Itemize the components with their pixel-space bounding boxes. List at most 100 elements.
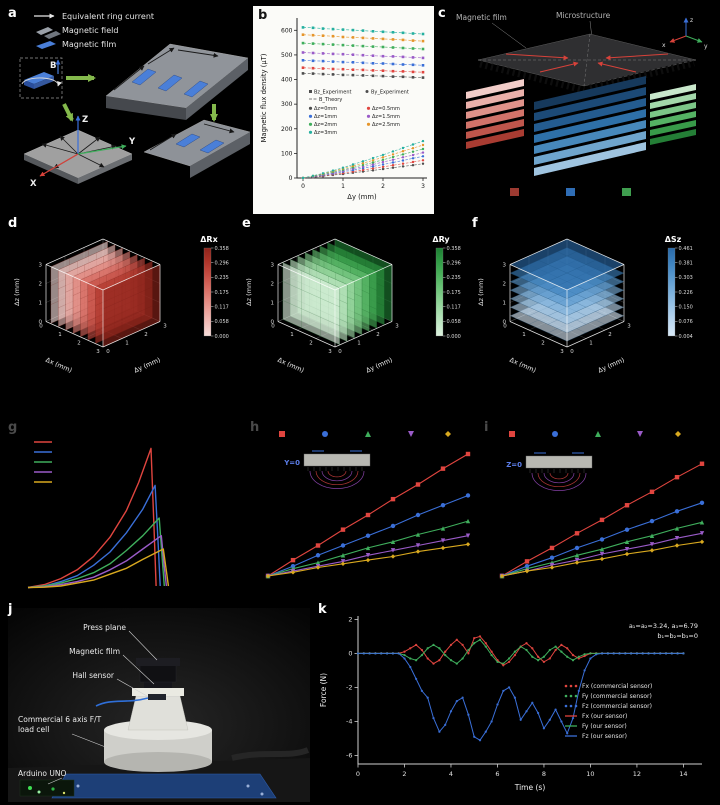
cable <box>231 747 310 761</box>
legend-swatch-red <box>510 188 519 196</box>
z-tick-label: 3 <box>503 263 507 269</box>
linear-series <box>265 451 471 579</box>
platform: Z Y X <box>23 115 136 189</box>
y-tick-label: 1 <box>357 341 361 347</box>
coordinate-axes-icon: z x y <box>662 17 708 50</box>
hall-sensor-chip <box>148 694 166 700</box>
x-tick-label: 3 <box>328 349 332 355</box>
colorbar-tick-label: 0.296 <box>215 260 229 266</box>
y-tick-label: 0 <box>289 175 293 182</box>
y-tick-label: -6 <box>346 752 352 760</box>
experiment-setup-photo: Press plane Magnetic film Hall sensor Co… <box>8 608 310 802</box>
y-tick-label: 2 <box>348 616 352 624</box>
panel-label-e: e <box>242 216 251 231</box>
y-tick-label: 3 <box>163 324 167 330</box>
legend-label: B_Theory <box>319 97 342 103</box>
axis-y-label: y <box>704 43 708 50</box>
force-time-chart: -6 -4 -2 0 2 0 2 4 6 8 10 12 14 Time (s) Force (N) Fx (… <box>319 616 702 792</box>
panel-label-h: h <box>250 420 260 435</box>
microneedle-comb <box>479 60 585 94</box>
x-tick-label: 8 <box>542 770 546 778</box>
x-axis-label: X <box>30 179 37 189</box>
x-tick-label: 3 <box>421 183 425 190</box>
y-tick-label: 200 <box>281 126 293 133</box>
y-tick-label: 0 <box>348 650 352 658</box>
panel-label-i: i <box>484 420 489 435</box>
y-axis-arrow <box>77 144 127 155</box>
press-plane <box>136 658 180 683</box>
panel-label-c: c <box>438 6 446 21</box>
legend-label: Δz=0.5mm <box>372 106 400 112</box>
y-tick-label: 1 <box>125 341 129 347</box>
x-tick-label: 14 <box>679 770 687 778</box>
field-lines-inset <box>303 450 371 489</box>
legend-ring-current-label: Equivalent ring current <box>62 12 154 21</box>
wedge-top <box>105 43 249 120</box>
x-axis-title: Δy (mm) <box>347 193 377 201</box>
x-axis-title: Time (s) <box>514 783 546 792</box>
film-leader-line <box>491 22 527 49</box>
x-axis-title: Δx (mm) <box>276 356 305 375</box>
wedge-bottom <box>143 119 251 178</box>
colorbar-tick-label: 0.226 <box>679 290 693 296</box>
panel-label-a: a <box>8 6 17 21</box>
magnetization-arrow <box>505 53 569 61</box>
data-slices <box>50 240 161 348</box>
legend-label: Fy (our sensor) <box>582 723 627 730</box>
y-tick-label: 600 <box>281 27 293 34</box>
arduino-board <box>19 779 75 797</box>
magnetization-arrow <box>605 53 669 61</box>
printed-mount <box>127 688 189 731</box>
force-curves <box>27 447 170 589</box>
annotation-line: b₁=b₂=b₃=0 <box>657 632 698 640</box>
magnetic-film-callout: Magnetic film <box>456 13 507 22</box>
colorbar-tick-label: 0.150 <box>679 304 693 310</box>
magnetic-film-label: Magnetic film <box>69 647 120 656</box>
colorbar-tick-label: 0.000 <box>447 334 461 340</box>
panel-c-structure: Magnetic film Microstructure z x y <box>456 11 708 196</box>
colorbar-tick-label: 0.235 <box>447 275 461 281</box>
colorbar-tick-label: 0.175 <box>447 290 461 296</box>
y-axis-title: Δy (mm) <box>133 356 162 375</box>
panel-label-f: f <box>472 216 478 231</box>
colorbar: ΔSz 0.461 0.381 0.303 0.226 0.150 0.076 0.004 <box>665 235 693 340</box>
legend-magnetic-field-label: Magnetic field <box>62 26 118 35</box>
axes: 0 100 200 300 400 500 600 0 1 2 3 Δy (mm) Magnetic f… <box>260 18 427 201</box>
colorbar-title: ΔRy <box>432 235 450 244</box>
legend-label: Fz (our sensor) <box>582 733 627 740</box>
legend-label: Δz=2.5mm <box>372 122 400 128</box>
magnetic-field-icon <box>36 27 61 39</box>
y-tick-label: 400 <box>281 77 293 84</box>
x-tick-label: 6 <box>495 770 499 778</box>
z-tick-label: 2 <box>271 282 275 288</box>
colorbar-tick-label: 0.461 <box>679 246 693 252</box>
colorbar: ΔRx 0.358 0.296 0.235 0.175 0.117 0.058 0.000 <box>200 235 229 340</box>
legend-label: Δz=1.5mm <box>372 114 400 120</box>
legend-label: Fz (commercial sensor) <box>582 703 652 710</box>
z-axis-title: Δz (mm) <box>245 278 253 306</box>
b-field-label: B <box>50 61 56 71</box>
inset-annotation: Y=0 <box>283 459 300 467</box>
axis-x-label: x <box>662 42 666 49</box>
panel-label-j: j <box>8 602 13 617</box>
x-tick-label: 12 <box>633 770 641 778</box>
magnetic-film-plate <box>477 33 697 94</box>
y-tick-label: 2 <box>376 332 380 338</box>
x-tick-label: 1 <box>58 332 62 338</box>
x-tick-label: 3 <box>560 349 564 355</box>
microstructure-callout: Microstructure <box>556 11 611 20</box>
z-tick-label: 1 <box>503 301 507 307</box>
legend-label: Fx (our sensor) <box>582 713 627 720</box>
x-tick-label: 0 <box>39 324 43 330</box>
colorbar: ΔRy 0.358 0.296 0.235 0.175 0.117 0.058 0.000 <box>432 235 460 340</box>
magnetic-flux-chart: 0 100 200 300 400 500 600 0 1 2 3 Δy (mm) Magnetic f… <box>260 18 427 201</box>
x-tick-label: 4 <box>449 770 453 778</box>
x-tick-label: 0 <box>271 324 275 330</box>
load-cell-label-line2: load cell <box>18 725 49 734</box>
press-plane-label: Press plane <box>83 623 126 632</box>
x-tick-label: 0 <box>356 770 360 778</box>
x-tick-label: 2 <box>309 341 313 347</box>
y-axis-title: Force (N) <box>319 673 328 707</box>
